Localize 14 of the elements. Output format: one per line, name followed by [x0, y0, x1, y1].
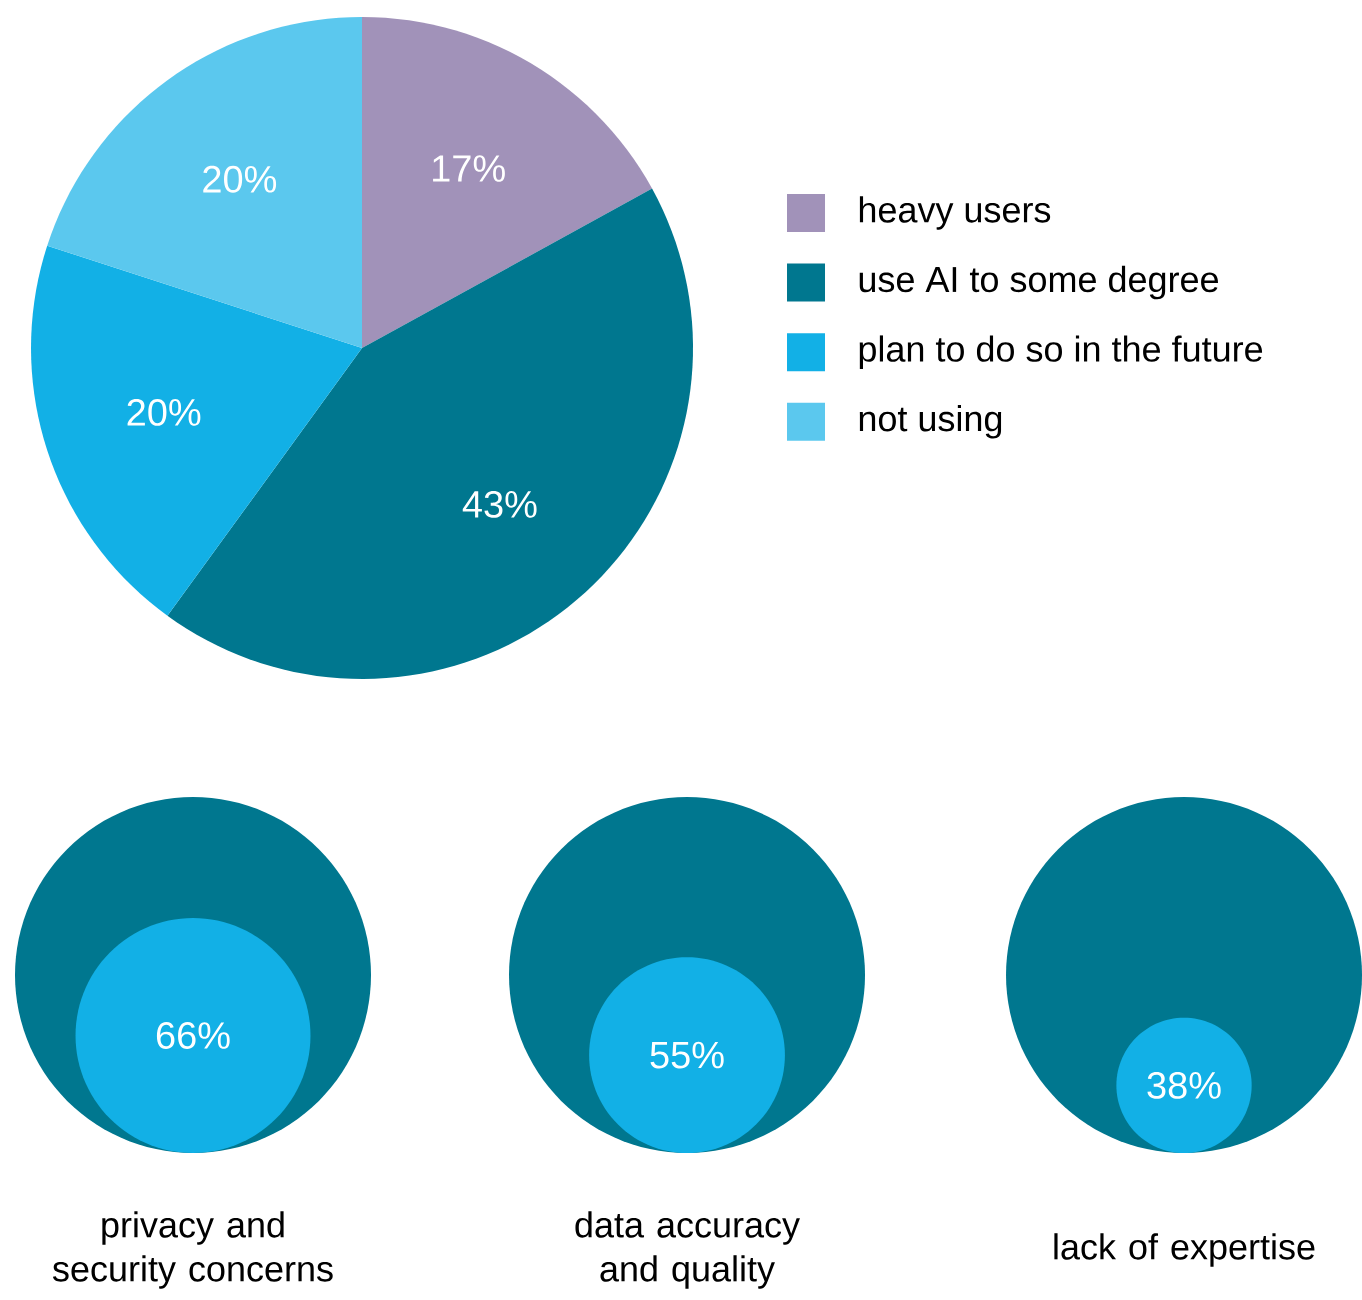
category-label: lack of expertise — [1054, 1233, 1315, 1267]
category-label: data accuracy and quality — [575, 1211, 800, 1289]
legend-label: heavy users — [859, 196, 1051, 230]
legend-label: use AI to some degree — [859, 265, 1218, 300]
data-label: 17% — [433, 155, 505, 182]
data-label: 38% — [1147, 1071, 1221, 1099]
data-label: 20% — [127, 398, 201, 426]
data-label: 43% — [462, 490, 537, 518]
data-label: 20% — [203, 165, 277, 193]
data-label: 66% — [156, 1022, 230, 1049]
data-label: 55% — [650, 1041, 724, 1069]
legend-label: plan to do so in the future — [859, 335, 1263, 369]
category-label: privacy and security concerns — [52, 1211, 333, 1289]
legend-label: not using — [859, 405, 1002, 439]
